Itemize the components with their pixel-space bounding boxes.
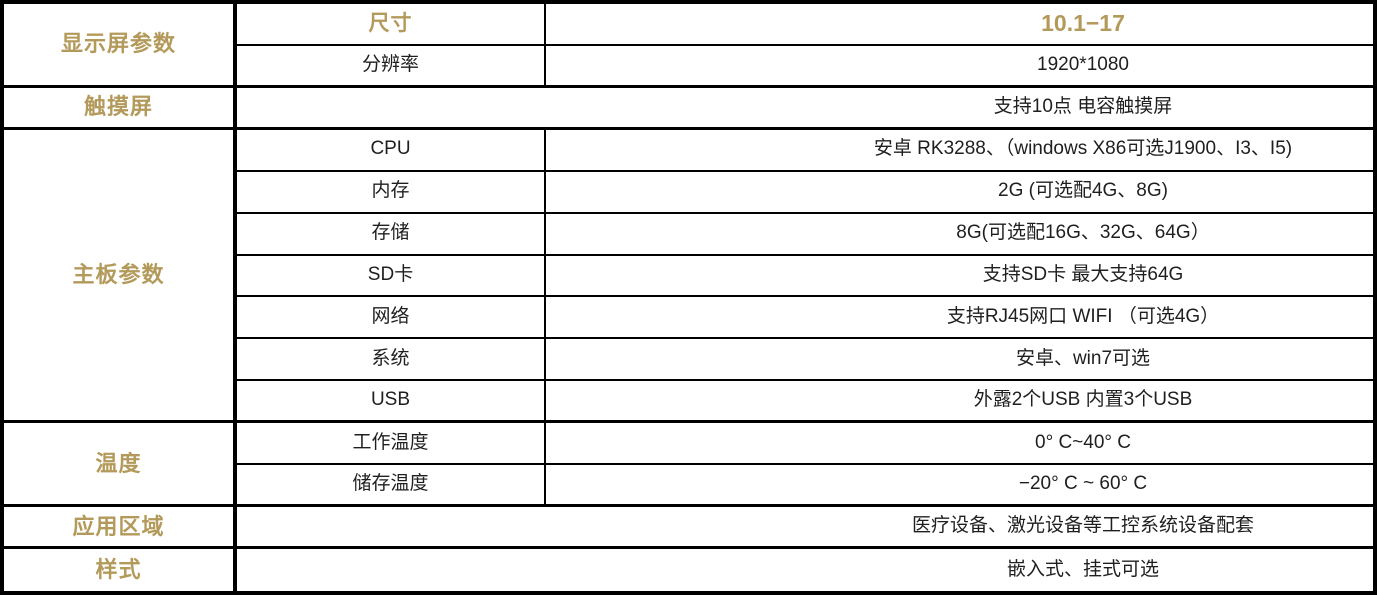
- spec-value-sd-card: 支持SD卡 最大支持64G: [546, 256, 1373, 298]
- spec-label-memory: 内存: [237, 171, 546, 214]
- spec-value-size: 10.1−17: [546, 4, 1373, 46]
- spec-value-usb: 外露2个USB 内置3个USB: [546, 381, 1373, 424]
- spec-value-touch: 支持10点 电容触摸屏: [237, 88, 1373, 130]
- spec-label-network: 网络: [237, 297, 546, 340]
- spec-value-touch-text: 支持10点 电容触摸屏: [993, 95, 1173, 117]
- spec-label-sd-card: SD卡: [237, 255, 546, 298]
- category-cell-mainboard: 主板参数: [4, 129, 237, 424]
- category-cell-application: 应用区域: [4, 507, 237, 550]
- spec-value-network-text: 支持RJ45网口 WIFI （可选4G）: [946, 306, 1220, 327]
- spec-value-os: 安卓、win7可选: [546, 339, 1373, 382]
- spec-value-memory-text: 2G (可选配4G、8G): [998, 180, 1168, 202]
- spec-value-usb-text: 外露2个USB 内置3个USB: [973, 389, 1193, 411]
- spec-label-storage-temp: 储存温度: [237, 465, 546, 508]
- spec-value-size-text: 10.1−17: [1041, 10, 1125, 37]
- spec-value-working-temp-text: 0° C~40° C: [1035, 431, 1131, 453]
- category-cell-style: 样式: [4, 549, 237, 591]
- spec-value-storage: 8G(可选配16G、32G、64G）: [546, 214, 1373, 256]
- spec-value-style-text: 嵌入式、挂式可选: [1006, 558, 1159, 580]
- spec-label-storage: 存储: [237, 213, 546, 256]
- spec-value-sd-card-text: 支持SD卡 最大支持64G: [982, 264, 1184, 286]
- spec-label-resolution: 分辨率: [237, 45, 546, 88]
- spec-value-resolution-text: 1920*1080: [1037, 53, 1129, 75]
- spec-value-os-text: 安卓、win7可选: [1015, 347, 1151, 369]
- category-cell-display: 显示屏参数: [4, 4, 237, 88]
- spec-value-memory: 2G (可选配4G、8G): [546, 172, 1373, 214]
- spec-value-cpu-text: 安卓 RK3288、（windows X86可选J1900、I3、I5): [873, 138, 1293, 160]
- spec-label-working-temp: 工作温度: [237, 423, 546, 466]
- spec-label-usb: USB: [237, 381, 546, 424]
- spec-label-cpu: CPU: [237, 129, 546, 172]
- spec-label-os: 系统: [237, 339, 546, 382]
- spec-value-storage-text: 8G(可选配16G、32G、64G）: [956, 222, 1210, 244]
- spec-value-working-temp: 0° C~40° C: [546, 423, 1373, 466]
- category-cell-touch: 触摸屏: [4, 87, 237, 130]
- spec-value-storage-temp: −20° C ~ 60° C: [546, 465, 1373, 508]
- spec-value-resolution: 1920*1080: [546, 46, 1373, 88]
- spec-value-style: 嵌入式、挂式可选: [237, 549, 1373, 591]
- spec-value-application: 医疗设备、激光设备等工控系统设备配套: [237, 507, 1373, 550]
- spec-value-network: 支持RJ45网口 WIFI （可选4G）: [546, 297, 1373, 340]
- category-cell-temperature: 温度: [4, 423, 237, 508]
- spec-value-storage-temp-text: −20° C ~ 60° C: [1018, 473, 1148, 495]
- spec-value-cpu: 安卓 RK3288、（windows X86可选J1900、I3、I5): [546, 130, 1373, 172]
- spec-value-application-text: 医疗设备、激光设备等工控系统设备配套: [911, 515, 1254, 537]
- spec-label-size: 尺寸: [237, 4, 546, 46]
